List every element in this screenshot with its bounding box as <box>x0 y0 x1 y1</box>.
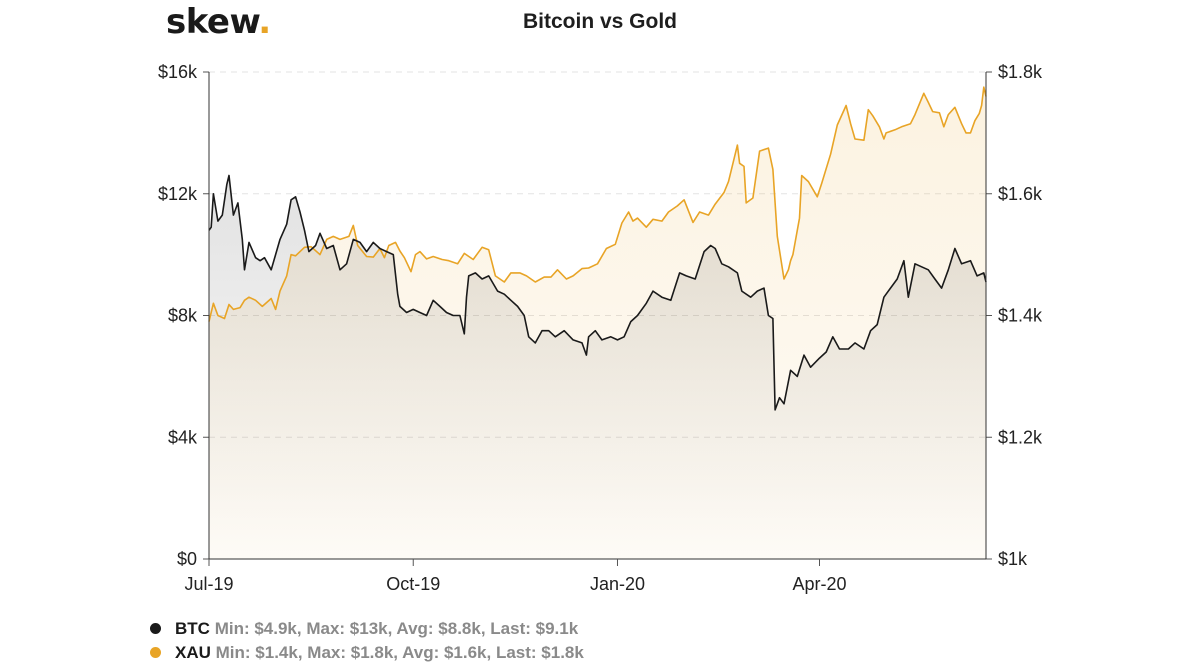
legend-btc-stats: Min: $4.9k, Max: $13k, Avg: $8.8k, Last:… <box>214 619 579 638</box>
left-axis-tick-label: $4k <box>168 427 198 447</box>
skew-logo: skew. <box>166 2 271 42</box>
legend-item-xau[interactable]: XAU Min: $1.4k, Max: $1.8k, Avg: $1.6k, … <box>150 643 584 663</box>
right-axis-tick-label: $1.4k <box>998 306 1043 326</box>
left-axis-tick-label: $8k <box>168 306 198 326</box>
x-axis-tick-label: Oct-19 <box>386 574 440 594</box>
left-axis-tick-label: $12k <box>158 184 198 204</box>
logo-dot: . <box>258 2 271 42</box>
btc-line <box>208 174 987 411</box>
left-axis-tick-label: $16k <box>158 62 198 82</box>
legend-item-btc[interactable]: BTC Min: $4.9k, Max: $13k, Avg: $8.8k, L… <box>150 619 578 639</box>
x-axis-tick-label: Jul-19 <box>184 574 233 594</box>
x-axis-tick-label: Jan-20 <box>590 574 645 594</box>
legend-xau-name: XAU <box>175 643 211 662</box>
btc-area <box>209 175 986 559</box>
legend-xau-stats: Min: $1.4k, Max: $1.8k, Avg: $1.6k, Last… <box>215 643 584 662</box>
chart-title: Bitcoin vs Gold <box>522 10 677 33</box>
right-axis-tick-label: $1.2k <box>998 427 1043 447</box>
left-axis-tick-label: $0 <box>177 549 197 569</box>
btc-legend-dot <box>150 623 161 635</box>
x-axis-tick-label: Apr-20 <box>792 574 846 594</box>
logo-text: skew <box>166 2 259 42</box>
legend-btc-name: BTC <box>175 619 210 638</box>
right-axis-tick-label: $1.8k <box>998 62 1043 82</box>
xau-line <box>208 86 987 322</box>
right-axis-tick-label: $1.6k <box>998 184 1043 204</box>
xau-legend-dot <box>150 647 161 659</box>
right-axis-tick-label: $1k <box>998 549 1028 569</box>
